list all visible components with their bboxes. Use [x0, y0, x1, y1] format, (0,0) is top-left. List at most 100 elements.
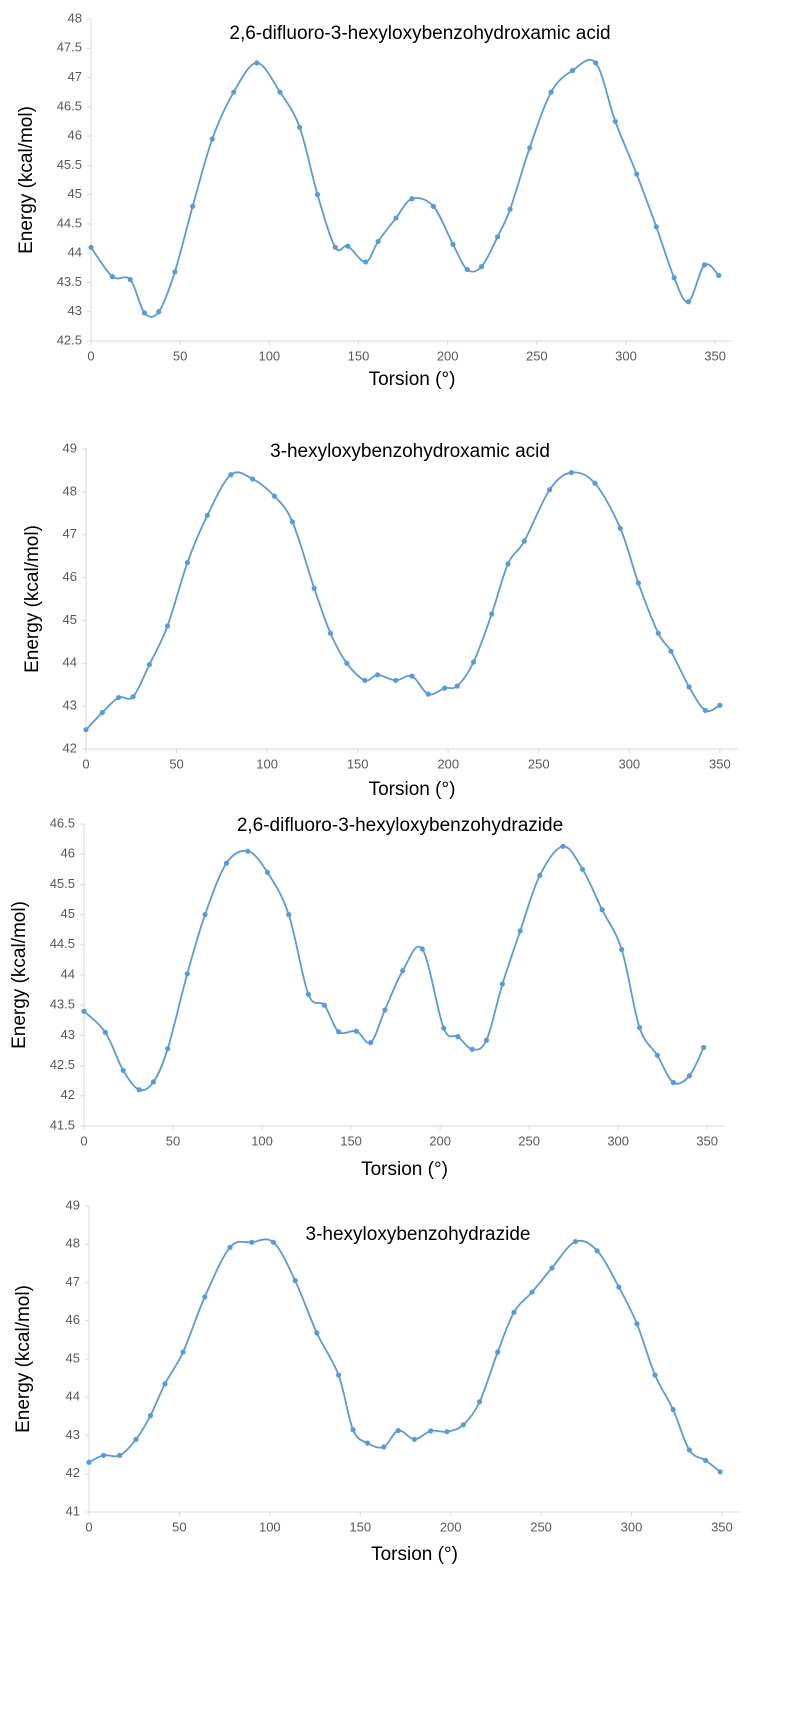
- x-axis-label: Torsion (°): [369, 779, 456, 800]
- data-point: [411, 1436, 418, 1442]
- data-point: [655, 630, 661, 636]
- data-point: [701, 1044, 707, 1051]
- data-point: [321, 1002, 327, 1008]
- data-point: [81, 1008, 87, 1014]
- data-point: [146, 661, 152, 668]
- x-tick-label: 150: [340, 1133, 362, 1148]
- data-point: [483, 1037, 490, 1043]
- data-point: [701, 262, 708, 268]
- x-tick-label: 150: [348, 348, 370, 363]
- data-point: [249, 1239, 255, 1245]
- y-tick-label: 44: [61, 966, 75, 981]
- data-point: [594, 1248, 600, 1254]
- data-line: [90, 58, 720, 318]
- x-tick-label: 0: [87, 348, 94, 363]
- y-tick-label: 44: [63, 655, 77, 670]
- data-point: [393, 677, 399, 684]
- y-tick-label: 42.5: [57, 332, 82, 347]
- data-point: [100, 1452, 107, 1458]
- y-tick-label: 44.5: [50, 936, 75, 951]
- data-point: [400, 968, 406, 974]
- data-point: [164, 623, 171, 629]
- data-point: [617, 525, 623, 531]
- x-tick-label: 250: [518, 1133, 540, 1148]
- y-tick-label: 42.5: [50, 1057, 75, 1072]
- data-point: [165, 1046, 171, 1052]
- y-tick-label: 45.5: [50, 876, 75, 891]
- data-point: [332, 244, 338, 250]
- y-tick-label: 41.5: [50, 1117, 75, 1132]
- data-point: [670, 1406, 676, 1413]
- x-tick-label: 50: [172, 1519, 186, 1534]
- x-tick-label: 0: [82, 756, 89, 771]
- data-line: [85, 471, 721, 731]
- x-tick-label: 200: [437, 348, 459, 363]
- data-point: [314, 1330, 320, 1336]
- data-point: [292, 1277, 298, 1284]
- data-point: [271, 493, 277, 499]
- data-point: [270, 1239, 277, 1245]
- data-point: [409, 196, 415, 202]
- data-point: [477, 1399, 483, 1405]
- y-tick-label: 43.5: [57, 274, 82, 289]
- data-point: [419, 946, 425, 952]
- data-point: [478, 264, 485, 270]
- data-point: [127, 276, 133, 283]
- data-point: [156, 309, 162, 315]
- data-point: [147, 1413, 154, 1419]
- data-point: [286, 912, 292, 918]
- x-axis-label: Torsion (°): [371, 1544, 458, 1565]
- x-tick-label: 50: [169, 756, 183, 771]
- data-point: [511, 1309, 517, 1315]
- data-point: [172, 269, 178, 275]
- y-tick-label: 42: [66, 1465, 80, 1480]
- y-axis-label: Energy (kcal/mol): [13, 1285, 34, 1433]
- data-point: [441, 1025, 447, 1031]
- data-point: [223, 860, 230, 866]
- y-tick-label: 42: [61, 1087, 75, 1102]
- data-line: [83, 845, 705, 1092]
- x-tick-label: 300: [621, 1519, 643, 1534]
- data-point: [353, 1028, 360, 1034]
- data-point: [227, 1244, 233, 1250]
- data-point: [703, 1457, 709, 1463]
- data-point: [184, 559, 191, 566]
- data-point: [162, 1381, 168, 1387]
- x-tick-label: 200: [429, 1133, 451, 1148]
- data-point: [653, 224, 659, 230]
- data-point: [489, 611, 495, 617]
- data-point: [335, 1372, 342, 1378]
- data-point: [428, 1428, 434, 1434]
- data-point: [202, 912, 208, 918]
- x-tick-label: 100: [259, 1519, 281, 1534]
- data-point: [612, 118, 618, 125]
- y-tick-label: 46.5: [50, 815, 75, 830]
- data-point: [599, 907, 605, 913]
- data-point: [83, 727, 89, 733]
- y-tick-label: 47: [68, 69, 82, 84]
- data-point: [381, 1444, 387, 1450]
- data-point: [495, 234, 501, 240]
- data-point: [579, 866, 586, 872]
- data-point: [141, 310, 148, 316]
- y-tick-label: 45: [68, 186, 82, 201]
- chart-title: 3-hexyloxybenzohydroxamic acid: [270, 441, 550, 462]
- data-point: [202, 1294, 208, 1300]
- x-tick-label: 250: [526, 348, 548, 363]
- data-point: [314, 192, 321, 198]
- y-tick-label: 44: [66, 1389, 80, 1404]
- data-point: [382, 1007, 388, 1013]
- y-tick-label: 49: [63, 440, 77, 455]
- data-point: [336, 1029, 342, 1035]
- data-point: [393, 215, 399, 221]
- data-point: [362, 677, 368, 684]
- y-tick-label: 44: [68, 245, 82, 260]
- data-point: [254, 60, 260, 66]
- y-axis-label: Energy (kcal/mol): [22, 525, 43, 673]
- data-point: [109, 274, 115, 280]
- data-point: [686, 684, 692, 690]
- data-point: [495, 1349, 501, 1355]
- y-tick-label: 48: [66, 1236, 80, 1251]
- x-tick-label: 0: [80, 1133, 87, 1148]
